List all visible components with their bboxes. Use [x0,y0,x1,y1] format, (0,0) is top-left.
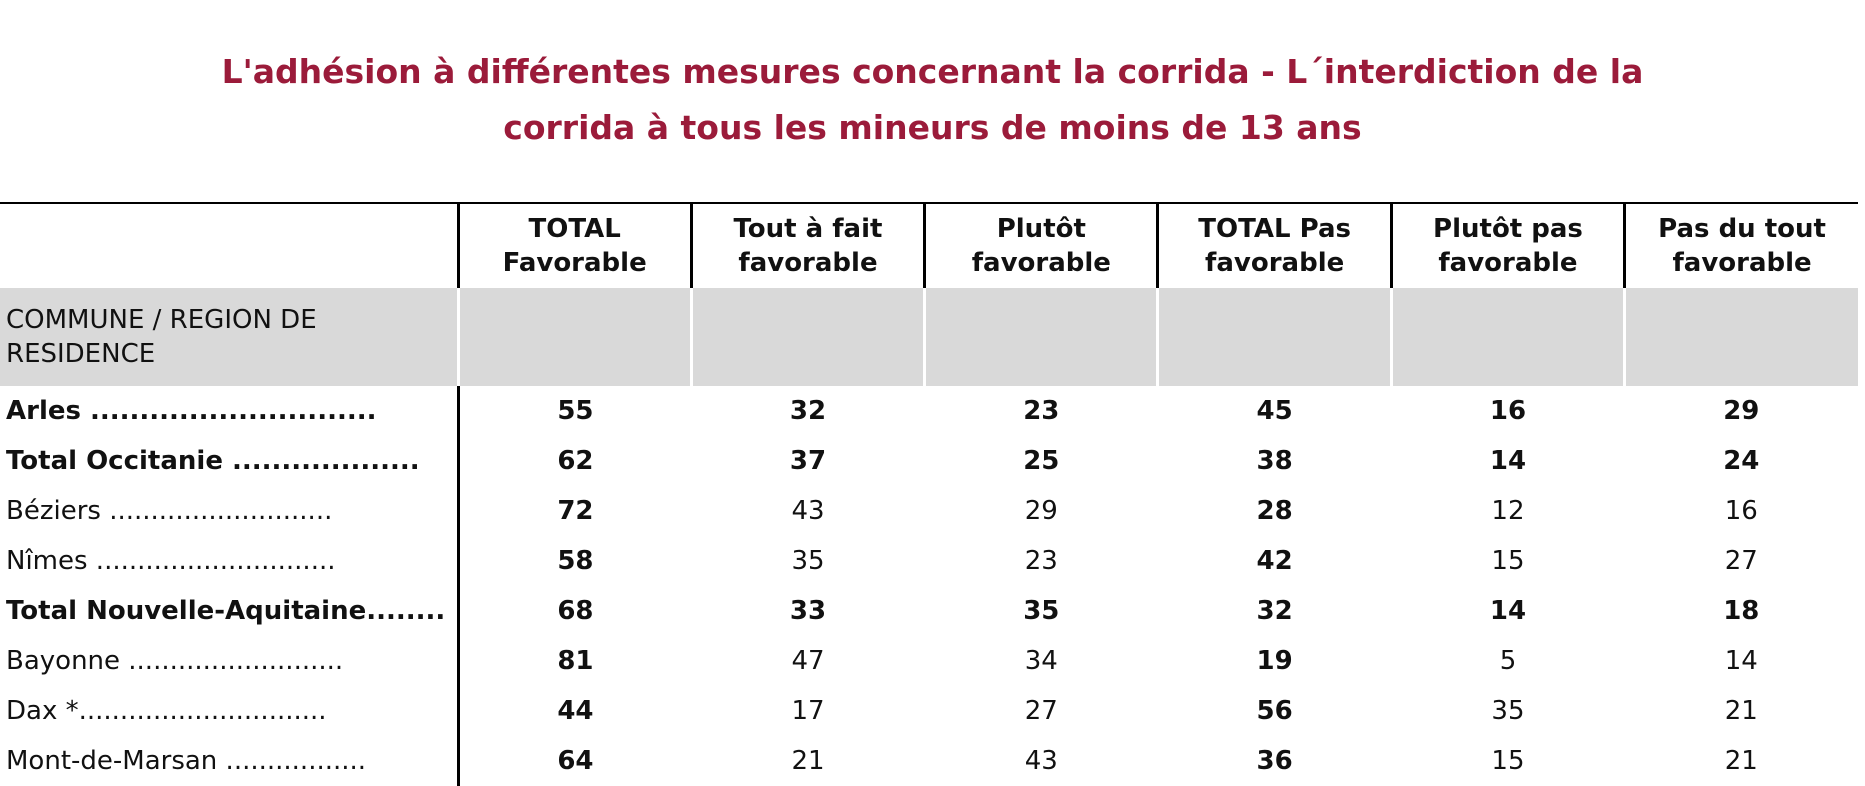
cell-value: 42 [1256,546,1293,576]
cell-value: 21 [791,746,825,776]
section-cell [1623,288,1858,386]
column-header: Tout à fait favorable [689,202,925,288]
cell-value: 16 [1724,496,1758,526]
section-label: COMMUNE / REGION DE RESIDENCE [0,288,458,386]
cell-value: 37 [789,446,827,476]
cell-value: 17 [791,696,825,726]
cell-value: 15 [1491,746,1525,776]
row-label: Bayonne .......................... [0,636,460,686]
cell-value: 35 [791,546,825,576]
cell-value: 58 [557,546,594,576]
cell-value: 25 [1023,446,1060,476]
row-label: Arles ............................. [0,386,460,436]
cell-value: 47 [791,646,825,676]
cell-value: 15 [1491,546,1525,576]
cell-value: 43 [791,496,825,526]
cell-value: 68 [557,596,594,626]
section-row: COMMUNE / REGION DE RESIDENCE [0,288,1858,386]
cell-value: 56 [1256,696,1293,726]
data-row: Total Nouvelle-Aquitaine........ 68 33 35 32… [0,586,1858,636]
cell-value: 27 [1724,546,1758,576]
cell-value: 12 [1491,496,1525,526]
cell-value: 14 [1724,646,1758,676]
cell-value: 45 [1256,396,1293,426]
title: L'adhésion à différentes mesures concern… [0,44,1865,156]
cell-value: 28 [1256,496,1293,526]
cell-value: 36 [1256,746,1293,776]
data-row: Mont-de-Marsan ................. 64 21 43 36… [0,736,1858,786]
cell-value: 81 [557,646,594,676]
row-label: Total Occitanie ................... [0,436,460,486]
cell-value: 34 [1024,646,1058,676]
cell-value: 32 [1256,596,1293,626]
data-row: Dax *.............................. 44 17 2… [0,686,1858,736]
section-cell [1389,288,1625,386]
cell-value: 14 [1489,446,1527,476]
cell-value: 33 [789,596,827,626]
cell-value: 16 [1489,396,1527,426]
data-row: Bayonne .......................... 81 47 34… [0,636,1858,686]
cell-value: 23 [1023,396,1060,426]
cell-value: 18 [1723,596,1760,626]
cell-value: 35 [1491,696,1525,726]
row-label: Nîmes ............................. [0,536,460,586]
cell-value: 43 [1024,746,1058,776]
header-row: TOTAL Favorable Tout à fait favorable Plut… [0,202,1858,288]
row-label: Mont-de-Marsan ................. [0,736,460,786]
cell-value: 38 [1256,446,1293,476]
column-header: Plutôt favorable [923,202,1158,288]
row-label: Béziers ........................... [0,486,460,536]
data-row: Nîmes ............................. 58 35 2… [0,536,1858,586]
cell-value: 19 [1256,646,1293,676]
section-cell [1156,288,1392,386]
row-label: Total Nouvelle-Aquitaine........ [0,586,460,636]
section-cell [923,288,1158,386]
cell-value: 5 [1499,646,1517,676]
cell-value: 23 [1024,546,1058,576]
column-header: Pas du tout favorable [1623,202,1858,288]
results-table: TOTAL Favorable Tout à fait favorable Plut… [0,202,1858,786]
cell-value: 29 [1024,496,1058,526]
cell-value: 72 [557,496,594,526]
cell-value: 21 [1724,696,1758,726]
title-line: corrida à tous les mineurs de moins de 1… [503,108,1362,147]
column-header: TOTAL Pas favorable [1156,202,1392,288]
row-label: Dax *.............................. [0,686,460,736]
column-header: Plutôt pas favorable [1389,202,1625,288]
cell-value: 27 [1024,696,1058,726]
title-line: L'adhésion à différentes mesures concern… [221,52,1644,91]
section-cell [456,288,692,386]
cell-value: 29 [1723,396,1760,426]
column-header: TOTAL Favorable [456,202,692,288]
cell-value: 21 [1724,746,1758,776]
cell-value: 24 [1723,446,1760,476]
data-row: Total Occitanie ................... 62 37 2… [0,436,1858,486]
corner-cell [0,202,458,288]
cell-value: 14 [1489,596,1527,626]
data-row: Arles ............................. 55 32 2… [0,386,1858,436]
cell-value: 64 [557,746,594,776]
cell-value: 35 [1023,596,1060,626]
data-row: Béziers ........................... 72 43 2… [0,486,1858,536]
cell-value: 44 [557,696,594,726]
cell-value: 32 [789,396,827,426]
cell-value: 55 [557,396,594,426]
cell-value: 62 [557,446,594,476]
section-cell [689,288,925,386]
